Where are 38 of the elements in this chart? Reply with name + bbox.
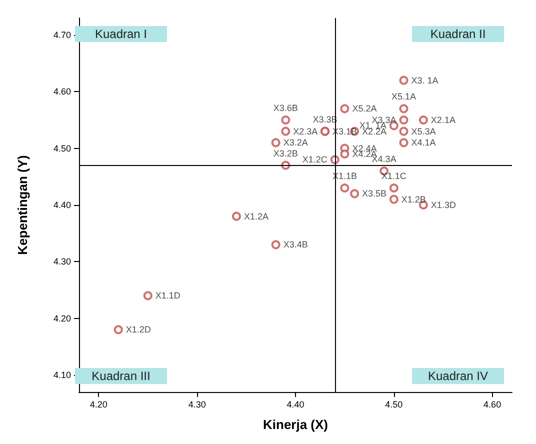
- data-label: X1.2B: [401, 194, 426, 204]
- data-label: X3.2B: [273, 148, 298, 158]
- data-label: X3.3A: [372, 115, 396, 125]
- data-label: X5.1A: [391, 92, 416, 102]
- y-tick-label: 4.30: [53, 256, 71, 267]
- data-label: X2.3A: [293, 126, 318, 136]
- data-label: X1.2A: [244, 211, 268, 222]
- data-label: X1.2D: [126, 324, 152, 335]
- x-axis-title: Kinerja (X): [262, 417, 328, 432]
- quadrant-label: Kuadran III: [75, 368, 167, 384]
- quadrant-label: Kuadran I: [75, 26, 167, 42]
- data-label: X2.1A: [430, 115, 456, 125]
- x-tick-label: 4.40: [286, 400, 304, 410]
- y-tick-label: 4.70: [53, 30, 71, 40]
- data-label: X1.1D: [155, 290, 181, 301]
- data-label: X3. 1A: [411, 75, 438, 86]
- data-label: X3.5B: [362, 188, 387, 199]
- data-label: X3.2A: [283, 138, 308, 148]
- x-tick-label: 4.60: [484, 400, 502, 410]
- x-tick-label: 4.50: [385, 400, 403, 410]
- y-tick-label: 4.10: [53, 370, 71, 380]
- quadrant-label: Kuadran IV: [412, 368, 504, 384]
- y-tick-label: 4.20: [53, 313, 71, 324]
- data-label: X3.6B: [273, 103, 298, 113]
- y-tick-label: 4.40: [53, 200, 71, 210]
- y-tick-label: 4.50: [53, 143, 71, 154]
- data-label: X5.3A: [411, 126, 436, 136]
- y-axis-title: Kepentingan (Y): [15, 155, 30, 255]
- data-label: X4.1A: [411, 138, 436, 148]
- y-tick-label: 4.60: [53, 86, 71, 97]
- data-label: X1.3D: [430, 200, 456, 210]
- data-label: X5.2A: [352, 104, 377, 114]
- x-tick-label: 4.30: [188, 400, 206, 410]
- data-label: X1.2C: [302, 154, 328, 165]
- data-label: X1.1C: [381, 171, 407, 181]
- data-label: X3.4B: [283, 240, 308, 250]
- x-tick-label: 4.20: [90, 400, 108, 410]
- quadrant-label: Kuadran II: [412, 26, 504, 42]
